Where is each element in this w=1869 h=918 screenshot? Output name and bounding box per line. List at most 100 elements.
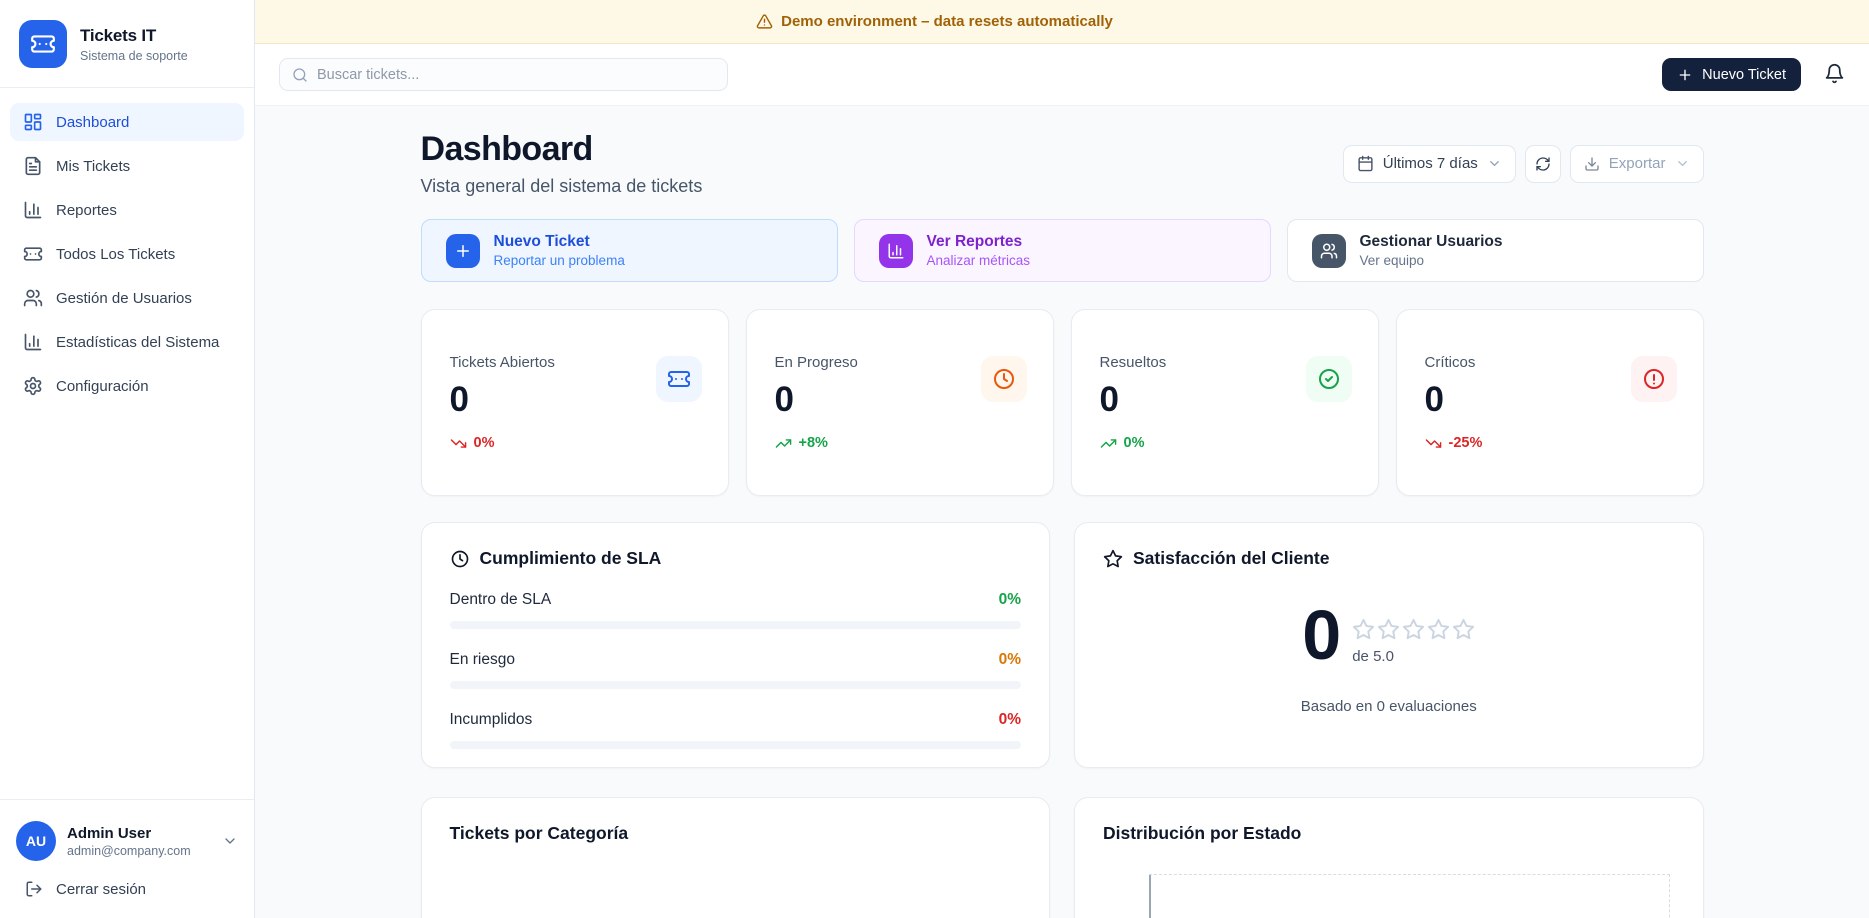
main-area: Demo environment – data resets automatic… xyxy=(255,0,1869,918)
warning-icon xyxy=(756,13,773,30)
sla-label: Dentro de SLA xyxy=(449,591,552,608)
stat-card-en-progreso: En Progreso 0 +8% xyxy=(745,309,1054,496)
stat-value: 0 xyxy=(774,379,794,419)
quick-action-new-ticket[interactable]: Nuevo Ticket Reportar un problema xyxy=(420,219,838,282)
stat-value: 0 xyxy=(1099,379,1119,419)
search-box[interactable] xyxy=(279,58,728,91)
ticket-icon xyxy=(23,244,43,264)
chevron-down-icon xyxy=(222,833,238,849)
sla-value: 0% xyxy=(998,591,1021,608)
sidebar-item-configuracion[interactable]: Configuración xyxy=(10,367,244,405)
chart-title: Distribución por Estado xyxy=(1103,823,1302,843)
clock-icon xyxy=(980,356,1027,402)
star-icon xyxy=(1103,549,1123,569)
stat-label: Críticos xyxy=(1424,353,1476,371)
sidebar-item-label: Gestión de Usuarios xyxy=(56,289,192,307)
stat-value: 0 xyxy=(1424,379,1444,419)
quick-action-gestionar-usuarios[interactable]: Gestionar Usuarios Ver equipo xyxy=(1286,219,1704,282)
sla-row-dentro: Dentro de SLA 0% xyxy=(449,591,1021,629)
document-icon xyxy=(23,156,43,176)
search-icon xyxy=(292,67,308,83)
export-select[interactable]: Exportar xyxy=(1569,144,1704,183)
star-outline-icon xyxy=(1352,618,1375,641)
tickets-por-categoria-card: Tickets por Categoría xyxy=(420,797,1050,918)
stat-card-tickets-abiertos: Tickets Abiertos 0 0% xyxy=(420,309,729,496)
quick-action-title: Nuevo Ticket xyxy=(493,233,590,250)
calendar-icon xyxy=(1357,155,1374,172)
sidebar-item-estadisticas[interactable]: Estadísticas del Sistema xyxy=(10,323,244,361)
users-icon xyxy=(1311,233,1346,268)
chevron-down-icon xyxy=(1675,156,1690,171)
stat-trend-value: +8% xyxy=(798,435,828,451)
chart-y-axis xyxy=(1149,875,1151,918)
dashboard-icon xyxy=(23,112,43,132)
satisfaction-outof: de 5.0 xyxy=(1352,648,1394,666)
satisfaction-card: Satisfacción del Cliente 0 xyxy=(1074,522,1704,768)
progress-bar xyxy=(449,681,1021,689)
chevron-down-icon xyxy=(1487,156,1502,171)
sidebar-item-dashboard[interactable]: Dashboard xyxy=(10,103,244,141)
download-icon xyxy=(1584,156,1600,172)
trending-down-icon xyxy=(450,435,467,452)
stat-label: Tickets Abiertos xyxy=(449,353,555,371)
demo-banner: Demo environment – data resets automatic… xyxy=(255,0,1869,44)
sidebar-item-reportes[interactable]: Reportes xyxy=(10,191,244,229)
star-outline-icon xyxy=(1427,618,1450,641)
user-name: Admin User xyxy=(67,824,152,842)
trending-up-icon xyxy=(775,435,792,452)
app-title: Tickets IT xyxy=(80,25,157,45)
page-subtitle: Vista general del sistema de tickets xyxy=(420,176,703,196)
user-email: admin@company.com xyxy=(67,843,191,858)
bar-chart-icon xyxy=(878,233,913,268)
rating-stars xyxy=(1352,618,1475,641)
sidebar-item-gestion-de-usuarios[interactable]: Gestión de Usuarios xyxy=(10,279,244,317)
sla-row-incumplidos: Incumplidos 0% xyxy=(449,711,1021,749)
refresh-button[interactable] xyxy=(1524,144,1561,183)
sidebar-item-label: Dashboard xyxy=(56,113,130,131)
sidebar: Tickets IT Sistema de soporte Dashboard … xyxy=(0,0,255,918)
trending-up-icon xyxy=(1100,435,1117,452)
page-title: Dashboard xyxy=(420,130,594,168)
star-outline-icon xyxy=(1452,618,1475,641)
app-brand: Tickets IT Sistema de soporte xyxy=(0,0,254,88)
sla-value: 0% xyxy=(998,651,1021,668)
check-circle-icon xyxy=(1305,356,1352,402)
quick-action-title: Gestionar Usuarios xyxy=(1359,233,1503,250)
sidebar-item-todos-los-tickets[interactable]: Todos Los Tickets xyxy=(10,235,244,273)
stat-card-resueltos: Resueltos 0 0% xyxy=(1070,309,1379,496)
sla-label: En riesgo xyxy=(449,651,515,668)
banner-text: Demo environment – data resets automatic… xyxy=(781,13,1113,30)
search-input[interactable] xyxy=(317,66,715,83)
content: Dashboard Vista general del sistema de t… xyxy=(255,106,1869,918)
satisfaction-score: 0 xyxy=(1302,596,1341,674)
plus-icon xyxy=(1677,67,1693,83)
new-ticket-label: Nuevo Ticket xyxy=(1702,66,1786,83)
stat-label: En Progreso xyxy=(774,353,858,371)
sidebar-item-label: Todos Los Tickets xyxy=(56,245,176,263)
trending-down-icon xyxy=(1425,435,1442,452)
bar-chart-icon xyxy=(23,200,43,220)
sidebar-item-label: Configuración xyxy=(56,377,149,395)
date-range-select[interactable]: Últimos 7 días xyxy=(1342,144,1516,183)
notifications-button[interactable] xyxy=(1824,63,1845,87)
quick-action-subtitle: Reportar un problema xyxy=(493,253,625,268)
sla-card: Cumplimiento de SLA Dentro de SLA 0% En … xyxy=(420,522,1050,768)
sla-row-riesgo: En riesgo 0% xyxy=(449,651,1021,689)
sla-label: Incumplidos xyxy=(449,711,533,728)
new-ticket-button[interactable]: Nuevo Ticket xyxy=(1662,58,1801,91)
progress-bar xyxy=(449,741,1021,749)
ticket-icon xyxy=(655,356,702,402)
stat-label: Resueltos xyxy=(1099,353,1167,371)
ticket-icon xyxy=(30,31,56,57)
sidebar-item-mis-tickets[interactable]: Mis Tickets xyxy=(10,147,244,185)
sidebar-item-label: Estadísticas del Sistema xyxy=(56,333,220,351)
plus-icon xyxy=(445,233,480,268)
logout-button[interactable]: Cerrar sesión xyxy=(16,880,238,898)
gear-icon xyxy=(23,376,43,396)
stat-trend-value: 0% xyxy=(473,435,495,451)
quick-action-title: Ver Reportes xyxy=(926,233,1023,250)
quick-action-ver-reportes[interactable]: Ver Reportes Analizar métricas xyxy=(853,219,1271,282)
quick-action-subtitle: Analizar métricas xyxy=(926,253,1031,268)
user-menu[interactable]: AU Admin User admin@company.com xyxy=(16,821,238,861)
star-outline-icon xyxy=(1402,618,1425,641)
